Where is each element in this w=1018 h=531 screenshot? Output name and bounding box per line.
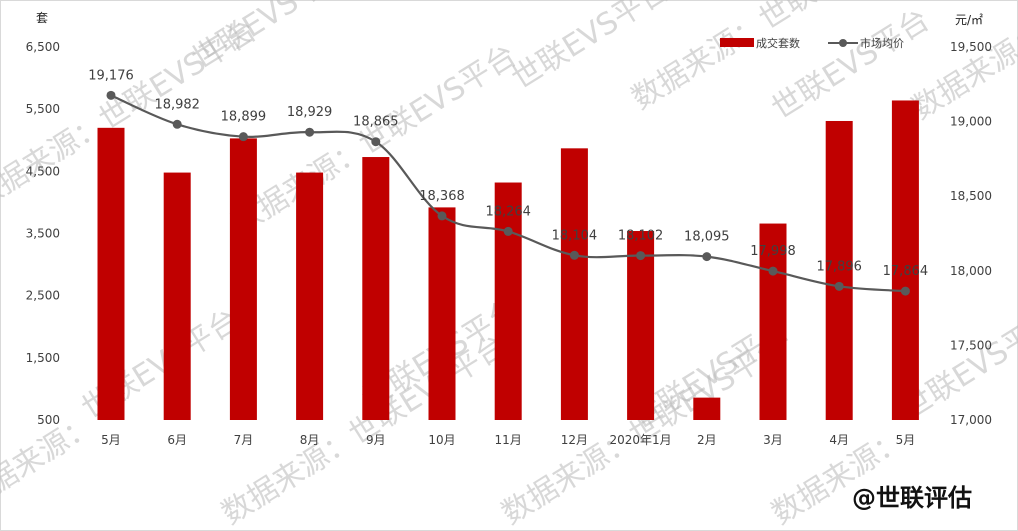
price-label-10: 18,095 bbox=[684, 230, 730, 245]
price-label-2: 18,982 bbox=[154, 97, 200, 112]
bar-series bbox=[97, 100, 919, 421]
right-axis-unit: 元/㎡ bbox=[955, 13, 983, 27]
price-label-1: 19,176 bbox=[88, 68, 134, 83]
legend-bar-swatch bbox=[720, 38, 754, 47]
right-tick-label: 18,000 bbox=[950, 264, 992, 278]
x-tick-label: 6月 bbox=[167, 433, 187, 447]
price-point-5 bbox=[371, 137, 381, 147]
left-tick-label: 5,500 bbox=[26, 102, 60, 116]
bar-8 bbox=[560, 148, 588, 420]
price-label-11: 17,998 bbox=[750, 244, 796, 259]
x-tick-label: 5月 bbox=[896, 433, 916, 447]
price-label-13: 17,864 bbox=[883, 264, 929, 279]
price-point-6 bbox=[437, 211, 447, 221]
left-tick-label: 6,500 bbox=[26, 40, 60, 54]
bar-9 bbox=[627, 231, 655, 420]
price-point-13 bbox=[900, 286, 910, 296]
right-tick-label: 17,500 bbox=[950, 338, 992, 352]
x-tick-label: 3月 bbox=[763, 433, 783, 447]
data-labels: 19,176 18,982 18,899 18,929 18,865 18,368 18,2… bbox=[88, 68, 928, 279]
left-tick-label: 2,500 bbox=[26, 289, 60, 303]
price-label-6: 18,368 bbox=[419, 189, 465, 204]
x-tick-label: 2020年1月 bbox=[610, 433, 672, 447]
price-point-4 bbox=[305, 127, 315, 137]
price-point-3 bbox=[238, 132, 248, 142]
price-label-5: 18,865 bbox=[353, 115, 399, 130]
x-tick-label: 8月 bbox=[300, 433, 320, 447]
price-label-3: 18,899 bbox=[221, 110, 267, 125]
x-tick-label: 9月 bbox=[366, 433, 386, 447]
price-label-4: 18,929 bbox=[287, 105, 333, 120]
brand-logo-text: @世联评估 bbox=[852, 484, 972, 512]
left-tick-label: 500 bbox=[37, 413, 60, 427]
price-label-7: 18,264 bbox=[485, 204, 531, 219]
right-tick-label: 18,500 bbox=[950, 189, 992, 203]
bar-4 bbox=[296, 172, 324, 420]
x-tick-label: 4月 bbox=[829, 433, 849, 447]
price-point-9 bbox=[636, 251, 646, 261]
right-tick-label: 19,500 bbox=[950, 40, 992, 54]
watermark-text: 世联EVS平台 bbox=[186, 0, 356, 77]
left-tick-label: 3,500 bbox=[26, 227, 60, 241]
price-point-12 bbox=[834, 281, 844, 291]
x-tick-label: 11月 bbox=[495, 433, 522, 447]
x-tick-label: 10月 bbox=[428, 433, 455, 447]
bar-12 bbox=[825, 120, 853, 420]
bar-2 bbox=[163, 172, 191, 420]
x-tick-label: 5月 bbox=[101, 433, 121, 447]
price-point-11 bbox=[768, 266, 778, 276]
price-label-9: 18,102 bbox=[618, 229, 664, 244]
x-tick-label: 7月 bbox=[234, 433, 254, 447]
left-tick-label: 1,500 bbox=[26, 351, 60, 365]
legend-bar-label: 成交套数 bbox=[756, 36, 800, 50]
right-tick-label: 19,000 bbox=[950, 115, 992, 129]
right-tick-label: 17,000 bbox=[950, 413, 992, 427]
bar-6 bbox=[428, 207, 456, 420]
bar-1 bbox=[97, 127, 125, 421]
price-label-12: 17,896 bbox=[816, 259, 862, 274]
price-label-8: 18,104 bbox=[552, 228, 598, 243]
price-point-10 bbox=[702, 252, 712, 262]
bar-3 bbox=[229, 138, 257, 420]
bar-5 bbox=[362, 157, 390, 420]
price-point-1 bbox=[106, 90, 116, 100]
legend-line-label: 市场均价 bbox=[860, 36, 904, 50]
legend-line-marker bbox=[839, 39, 847, 47]
left-axis-unit: 套 bbox=[36, 11, 48, 25]
legend: 成交套数 市场均价 bbox=[720, 36, 904, 50]
price-point-8 bbox=[569, 250, 579, 260]
line-series bbox=[106, 90, 910, 296]
price-point-2 bbox=[172, 119, 182, 129]
bar-13 bbox=[891, 100, 919, 421]
bar-7 bbox=[494, 182, 522, 420]
x-tick-label: 12月 bbox=[561, 433, 588, 447]
price-point-7 bbox=[503, 226, 513, 236]
axes-layer: 6,500 5,500 4,500 3,500 2,500 1,500 500 19,500 1… bbox=[26, 40, 992, 447]
x-tick-label: 2月 bbox=[697, 433, 717, 447]
bar-11 bbox=[759, 223, 787, 420]
left-tick-label: 4,500 bbox=[26, 164, 60, 178]
bar-10 bbox=[693, 397, 721, 420]
